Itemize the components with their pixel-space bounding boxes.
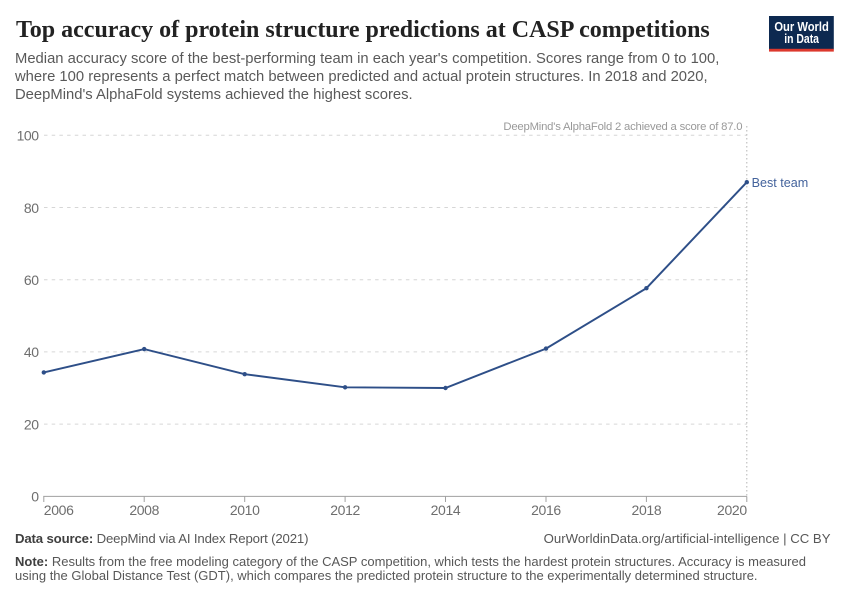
svg-text:2016: 2016 bbox=[531, 502, 561, 518]
svg-text:in Data: in Data bbox=[784, 32, 820, 46]
svg-text:2010: 2010 bbox=[230, 502, 260, 518]
svg-text:100: 100 bbox=[17, 128, 40, 144]
svg-text:40: 40 bbox=[24, 344, 39, 360]
svg-text:Our World: Our World bbox=[774, 20, 829, 34]
svg-text:2020: 2020 bbox=[717, 502, 747, 518]
svg-text:Best team: Best team bbox=[752, 176, 809, 190]
svg-text:2006: 2006 bbox=[44, 502, 74, 518]
svg-text:2012: 2012 bbox=[330, 502, 360, 518]
svg-text:DeepMind's AlphaFold 2 achieve: DeepMind's AlphaFold 2 achieved a score … bbox=[503, 121, 742, 133]
svg-text:2018: 2018 bbox=[632, 502, 662, 518]
svg-text:60: 60 bbox=[24, 272, 39, 288]
svg-text:2008: 2008 bbox=[129, 502, 159, 518]
svg-text:2014: 2014 bbox=[431, 502, 461, 518]
svg-text:0: 0 bbox=[31, 489, 39, 505]
svg-text:80: 80 bbox=[24, 200, 39, 216]
svg-text:20: 20 bbox=[24, 416, 39, 432]
